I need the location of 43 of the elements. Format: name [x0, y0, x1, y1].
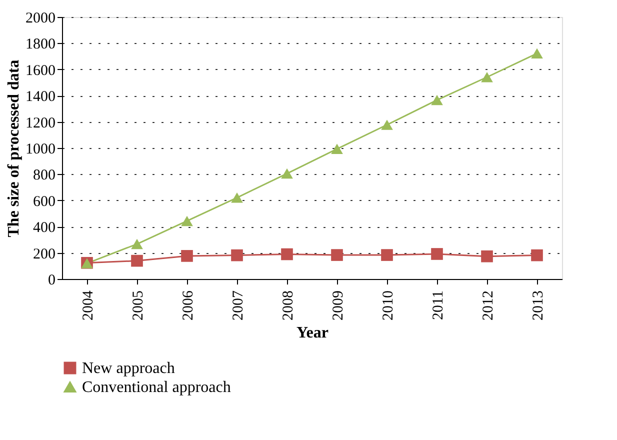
point — [181, 250, 193, 262]
x-tick-label: 2009 — [330, 290, 346, 320]
x-tick-label: 2008 — [280, 290, 296, 320]
y-tick-label: 800 — [33, 168, 56, 184]
point — [231, 192, 243, 203]
y-tick-label: 2000 — [26, 10, 56, 26]
y-tick-label: 0 — [48, 272, 56, 288]
y-tick-label: 1400 — [26, 89, 56, 106]
y-axis-title: The size of processed data — [6, 60, 22, 238]
point — [381, 249, 393, 261]
point — [131, 238, 143, 250]
y-tick-label: 400 — [33, 220, 56, 236]
x-tick-label: 2004 — [80, 290, 96, 320]
point — [281, 168, 293, 179]
y-tick-label: 1600 — [26, 62, 56, 79]
y-tick-label: 200 — [33, 246, 56, 262]
point — [431, 94, 443, 106]
legend-label: Conventional approach — [82, 379, 231, 396]
y-tick-label: 1000 — [26, 142, 56, 158]
y-tick-label: 1200 — [26, 115, 56, 132]
point — [331, 249, 343, 261]
point — [531, 249, 543, 262]
point — [481, 72, 493, 82]
point — [331, 144, 343, 154]
point — [231, 249, 243, 262]
point — [381, 120, 393, 130]
point — [531, 48, 543, 59]
point — [481, 250, 493, 262]
legend-label: New approach — [82, 360, 175, 377]
x-tick-label: 2012 — [480, 290, 496, 320]
point — [131, 254, 143, 267]
point — [281, 248, 293, 260]
x-axis-title: Year — [296, 324, 328, 342]
y-tick-label: 1800 — [26, 36, 56, 53]
point — [431, 248, 443, 260]
x-tick-label: 2007 — [230, 290, 246, 320]
point — [181, 216, 193, 226]
x-tick-label: 2005 — [130, 290, 146, 320]
y-tick-label: 600 — [33, 194, 56, 210]
x-tick-label: 2011 — [430, 290, 446, 320]
x-tick-label: 2006 — [180, 290, 196, 320]
x-tick-label: 2010 — [380, 290, 396, 320]
x-tick-label: 2013 — [530, 290, 546, 320]
